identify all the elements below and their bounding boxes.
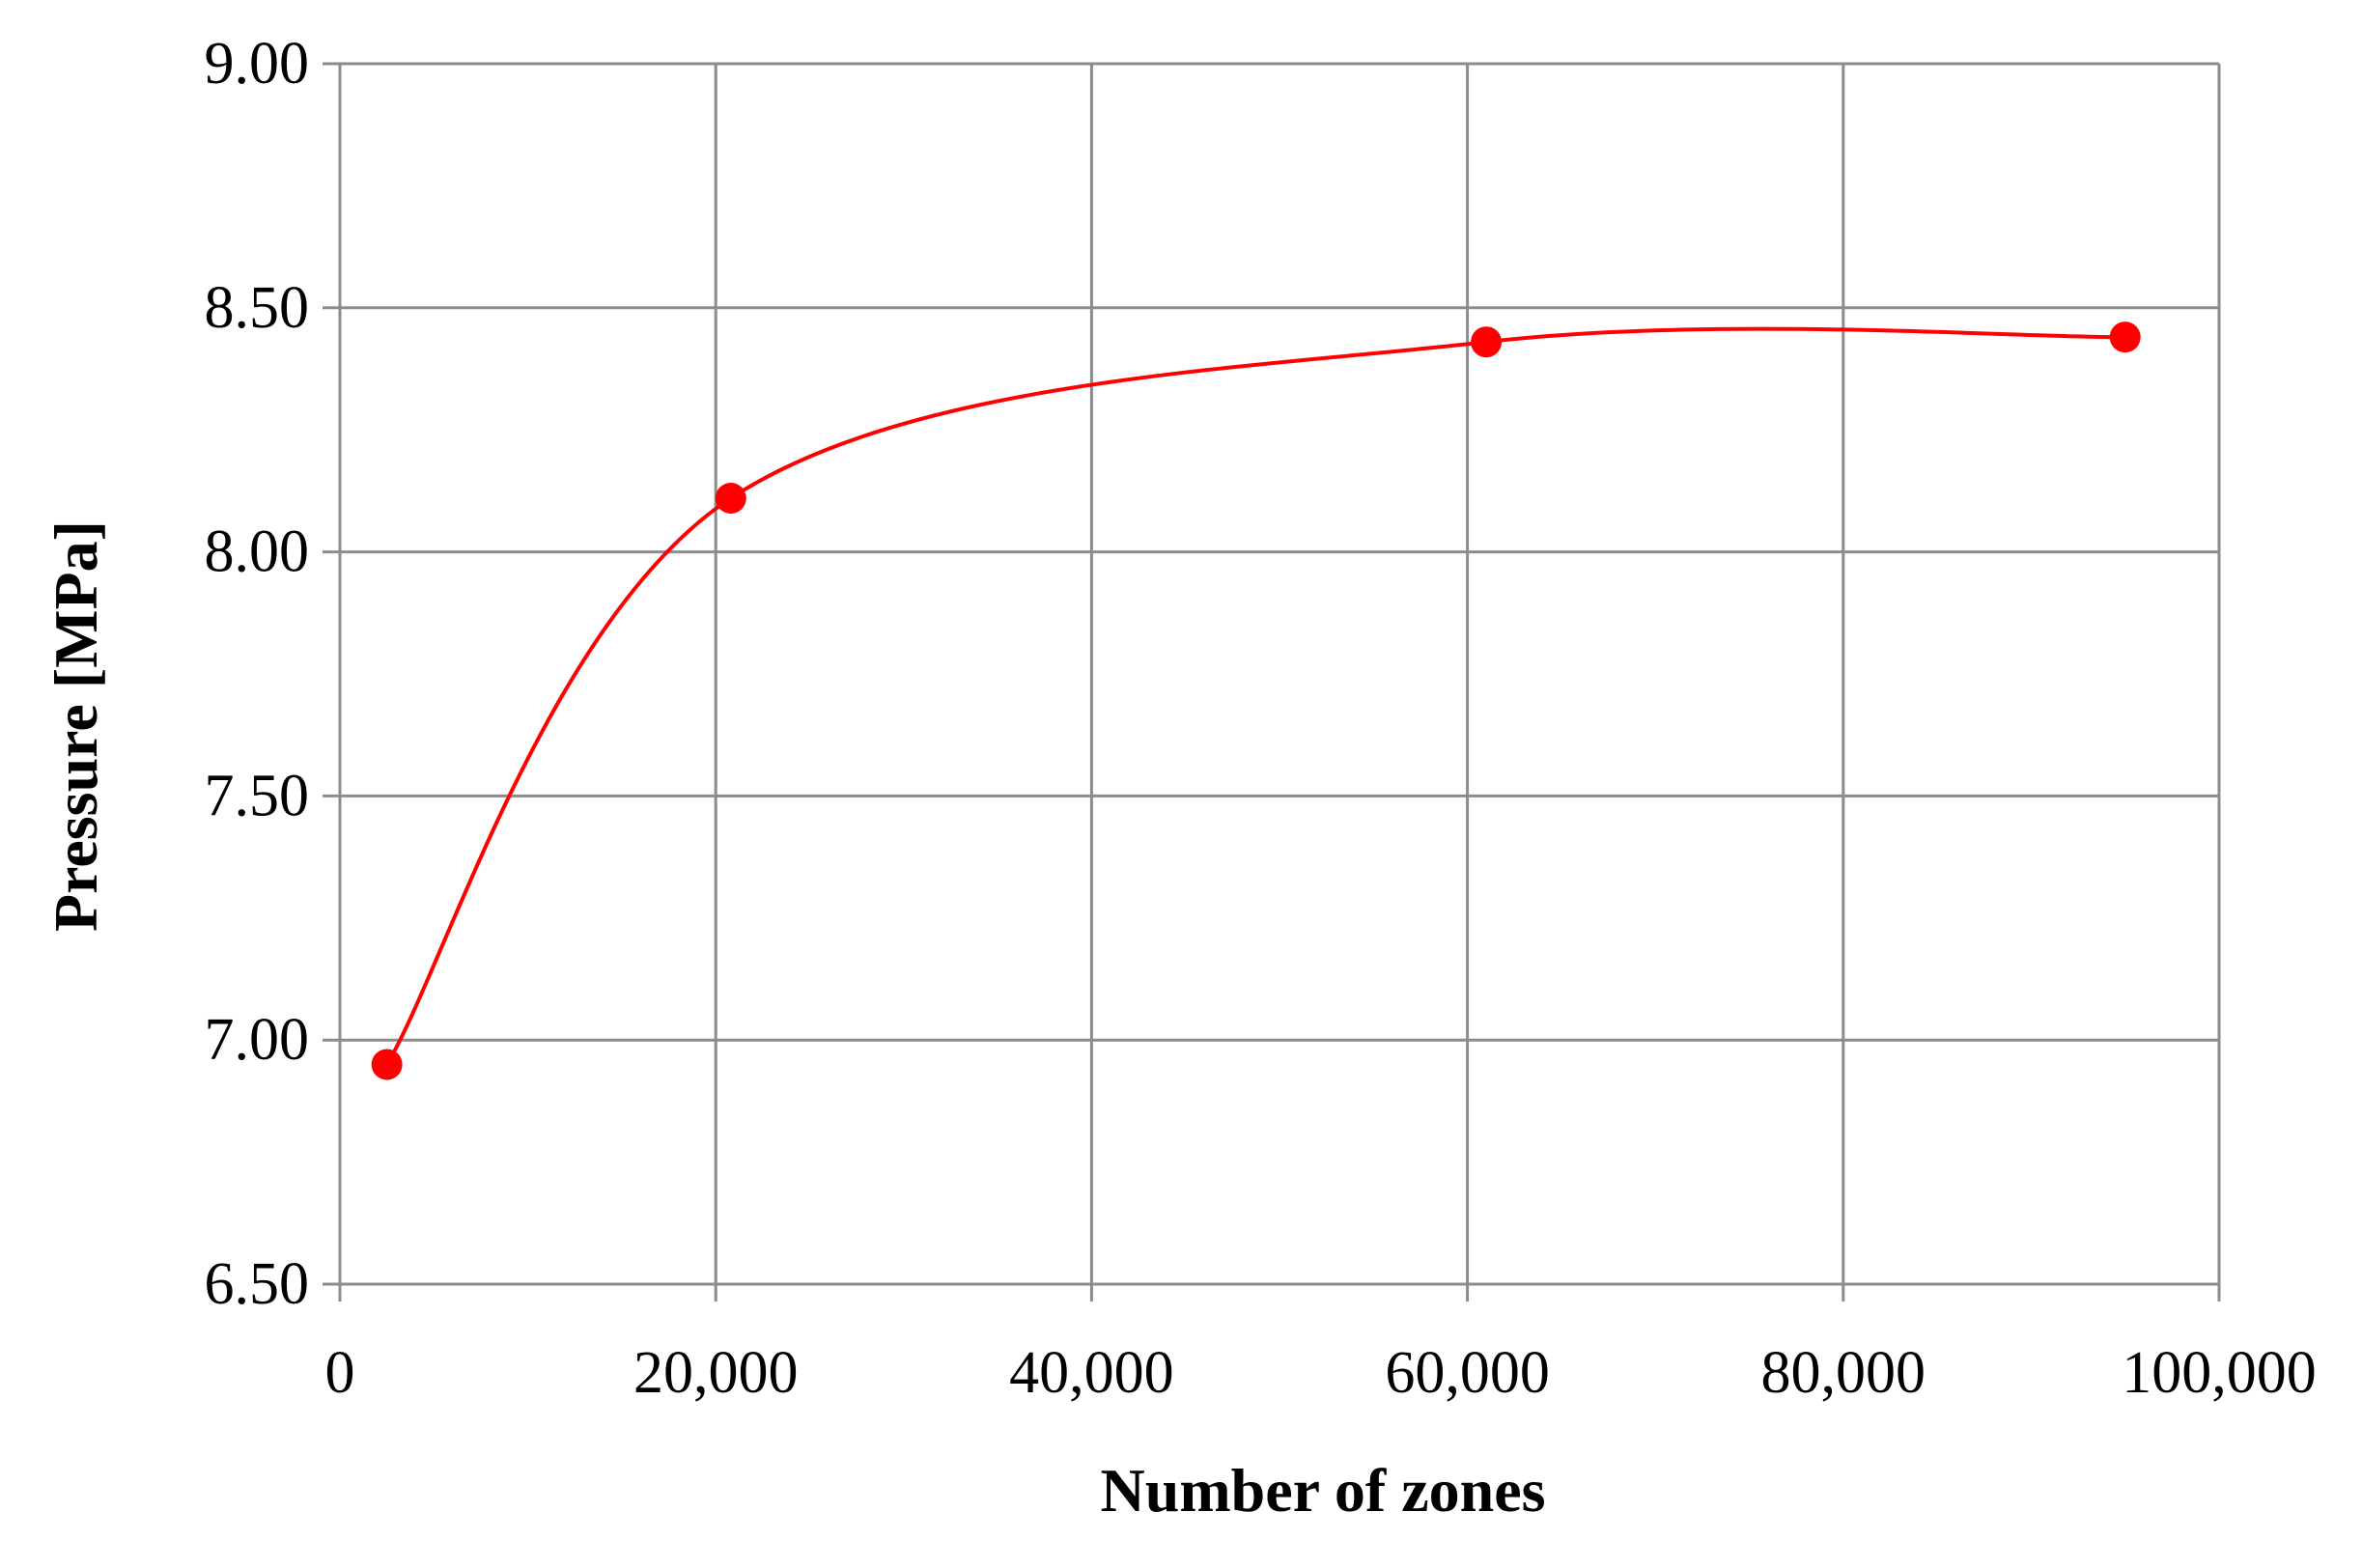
- x-tick-label: 20,000: [633, 1340, 799, 1406]
- x-tick-label: 60,000: [1385, 1340, 1550, 1406]
- data-point: [2109, 322, 2141, 353]
- y-tick-label: 8.00: [205, 519, 310, 585]
- y-axis-title: Pressure [MPa]: [42, 520, 110, 932]
- x-tick-label: 0: [325, 1340, 355, 1406]
- x-tick-label: 100,000: [2122, 1340, 2317, 1406]
- y-tick-label: 8.50: [205, 275, 310, 341]
- y-tick-label: 7.00: [205, 1007, 310, 1073]
- series-layer: [371, 322, 2141, 1080]
- y-tick-label: 9.00: [205, 31, 310, 97]
- x-tick-label: 40,000: [1009, 1340, 1174, 1406]
- x-tick-label: 80,000: [1761, 1340, 1926, 1406]
- tick-labels: 6.50 7.00 7.50 8.00 8.50 9.00 0 20,000 40,000 60,…: [205, 31, 2317, 1406]
- y-tick-label: 6.50: [205, 1251, 310, 1317]
- grid-lines: [323, 62, 2221, 1302]
- x-axis-title: Number of zones: [1101, 1456, 1546, 1525]
- series-line: [384, 326, 2125, 1066]
- data-point: [715, 482, 746, 514]
- data-point: [371, 1049, 403, 1080]
- y-tick-label: 7.50: [205, 763, 310, 828]
- data-point: [1471, 326, 1503, 358]
